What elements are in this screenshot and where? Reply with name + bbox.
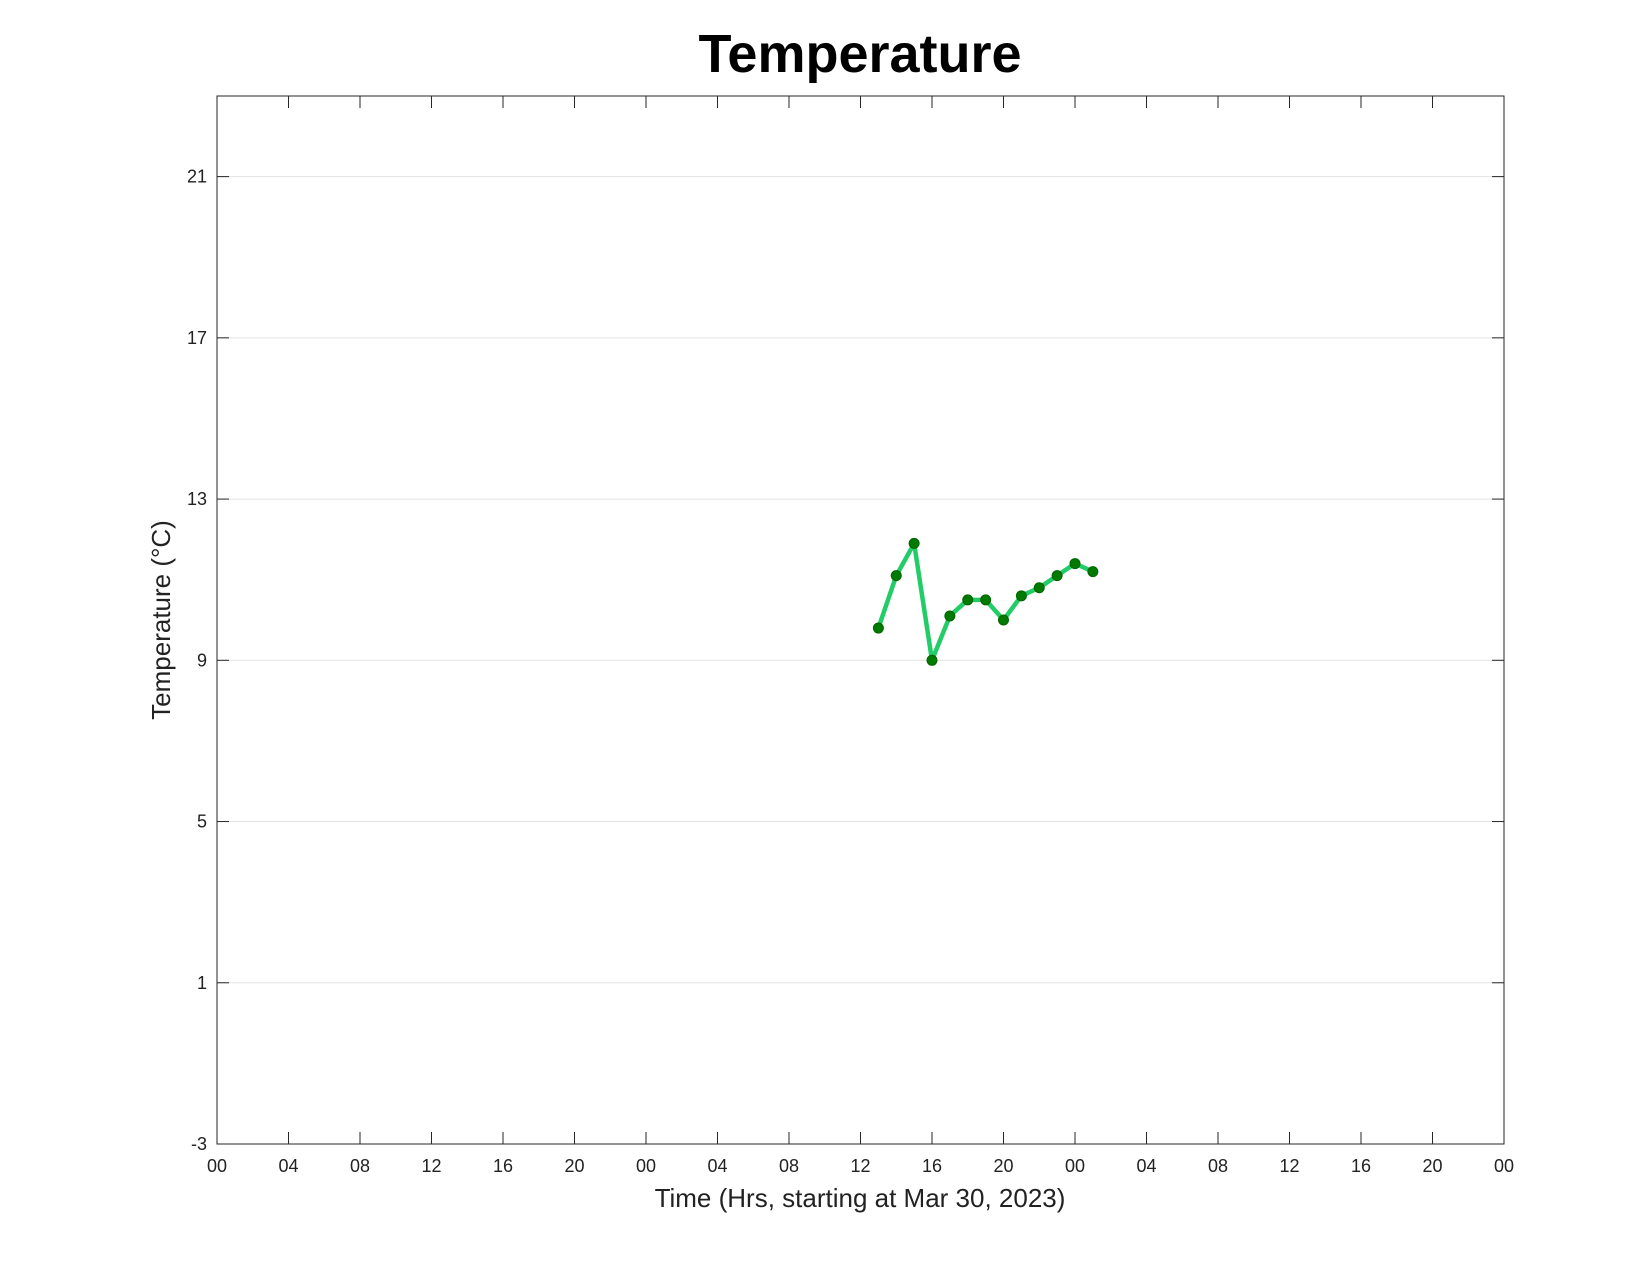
x-tick-label: 00: [207, 1156, 227, 1176]
plot-area-frame: [216, 95, 1505, 1145]
chart-title: Temperature: [698, 24, 1021, 84]
x-tick-label: 16: [922, 1156, 942, 1176]
x-tick-label: 04: [1136, 1156, 1156, 1176]
y-tick-label: 21: [187, 167, 207, 187]
data-point: [1069, 558, 1081, 570]
x-tick-label: 08: [350, 1156, 370, 1176]
data-point: [1033, 582, 1045, 594]
data-point: [872, 622, 884, 634]
x-tick-label: 04: [278, 1156, 298, 1176]
data-point: [890, 570, 902, 582]
x-tick-label: 16: [493, 1156, 513, 1176]
data-point: [1051, 570, 1063, 582]
y-tick-label: 17: [187, 328, 207, 348]
data-point: [962, 594, 974, 606]
data-point: [1015, 590, 1027, 602]
data-point: [1087, 566, 1099, 578]
y-tick-label: 9: [197, 650, 207, 670]
axis-ticks: [216, 96, 1505, 1145]
y-tick-labels: -3 1 5 9 13 17 21: [187, 167, 207, 1154]
x-tick-label: 04: [707, 1156, 727, 1176]
x-tick-label: 20: [1422, 1156, 1442, 1176]
x-tick-label: 12: [421, 1156, 441, 1176]
x-tick-label: 16: [1351, 1156, 1371, 1176]
x-tick-label: 20: [564, 1156, 584, 1176]
temperature-series: [872, 537, 1099, 666]
x-tick-label: 00: [1065, 1156, 1085, 1176]
grid-lines: [217, 176, 1504, 984]
y-tick-label: 1: [197, 973, 207, 993]
x-tick-label: 12: [1279, 1156, 1299, 1176]
x-axis-label: Time (Hrs, starting at Mar 30, 2023): [655, 1183, 1066, 1213]
y-tick-label: 5: [197, 812, 207, 832]
data-point: [998, 614, 1009, 626]
x-tick-labels: 00 04 08 12 16 20 00 04 08 12 16 20 00 04 08 12 16 20 00: [207, 1156, 1514, 1176]
y-axis-label: Temperature (°C): [146, 520, 176, 720]
data-point: [980, 594, 992, 606]
x-tick-label: 12: [850, 1156, 870, 1176]
data-point: [944, 610, 956, 622]
y-tick-label: -3: [191, 1134, 207, 1154]
x-tick-label: 20: [993, 1156, 1013, 1176]
x-tick-label: 00: [1494, 1156, 1514, 1176]
x-tick-label: 08: [779, 1156, 799, 1176]
data-point: [926, 654, 938, 666]
x-tick-label: 00: [636, 1156, 656, 1176]
y-tick-label: 13: [187, 489, 207, 509]
data-point: [908, 537, 920, 549]
x-tick-label: 08: [1208, 1156, 1228, 1176]
